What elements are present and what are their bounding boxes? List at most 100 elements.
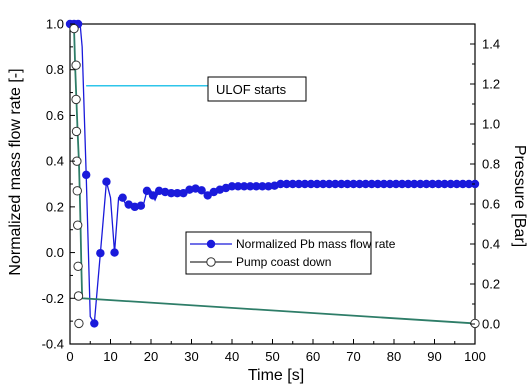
series-pb-flow-line [70,23,475,326]
y-right-tick-label: 1.0 [482,117,500,132]
series-pb-flow-marker [410,179,419,189]
series-pb-flow-marker [379,179,389,189]
annotation-text: ULOF starts [216,82,287,97]
series-pb-flow-marker [343,179,352,189]
series-pb-flow-marker [142,186,152,196]
series-pb-flow-marker [239,182,249,191]
series-pb-flow-marker [148,191,158,200]
series-pb-flow-marker [325,179,334,189]
y-right-tick-label: 1.4 [482,37,500,52]
series-pb-flow-marker [397,179,407,189]
x-tick-label: 0 [66,349,73,364]
y-axis-right-title: Pressure [Bar] [511,145,528,247]
y-left-tick-label: 0.6 [46,108,64,123]
y-left-tick-label: -0.2 [42,291,64,306]
x-tick-label: 100 [464,349,486,364]
y-right-tick-label: 0.0 [482,317,500,332]
series-pb-flow-marker [349,179,358,189]
series-pb-flow-marker [452,179,461,189]
series-pb-flow-marker [110,248,119,257]
series-pb-flow-marker [258,182,267,191]
x-tick-label: 20 [144,349,158,364]
y-left-tick-label: 0.4 [46,154,64,169]
series-pump-coast-marker [72,220,83,230]
x-tick-label: 30 [184,349,198,364]
series-pump-coast-marker [71,94,81,105]
annotation-box [207,76,307,102]
series-pb-flow-marker [282,179,291,189]
series-pump-coast-marker [470,318,480,329]
series-pb-flow-marker [361,179,370,189]
series-pb-flow-marker [337,179,346,189]
x-tick-label: 70 [346,349,360,364]
y-right-tick-label: 0.2 [482,277,500,292]
x-tick-label: 60 [306,349,320,364]
series-pump-coast-marker [71,126,82,137]
series-pb-flow-marker [428,179,437,189]
legend-pump-coast-marker [206,257,216,267]
series-pb-flow-marker [197,186,206,195]
series-pump-coast-marker [69,23,79,34]
series-pb-flow-marker [306,179,316,189]
series-pb-flow-marker [167,188,176,198]
x-tick-label: 50 [265,349,279,364]
series-pb-flow-marker [440,179,449,189]
series-pump-coast-marker [71,60,81,70]
series-pb-flow-marker [90,319,99,328]
series-pb-flow-marker [252,182,261,191]
x-tick-label: 80 [387,349,401,364]
series-pb-flow-marker [355,179,364,189]
y-right-tick-label: 0.4 [482,237,500,252]
legend-box [185,231,372,275]
y-left-tick-label: 0.0 [46,245,64,260]
series-pb-flow-marker [458,179,468,189]
series-pb-flow-marker [464,179,474,189]
series-pump-coast-marker [72,186,82,196]
series-pb-flow-marker [96,248,105,258]
series-pump-coast-marker [73,261,83,271]
series-pb-flow-marker [367,179,376,189]
x-axis-title: Time [s] [248,367,304,384]
x-tick-label: 90 [427,349,441,364]
series-pb-flow-marker [416,179,425,189]
y-left-tick-label: -0.4 [42,337,64,352]
y-right-tick-label: 0.8 [482,157,500,172]
x-tick-label: 40 [225,349,239,364]
series-pb-flow-marker [403,179,413,189]
series-pb-flow-marker [233,182,243,191]
y-right-tick-label: 1.2 [482,77,500,92]
series-pb-flow-marker [227,182,237,191]
y-left-tick-label: 1.0 [46,17,64,32]
series-pb-flow-marker [136,201,146,210]
series-pb-flow-marker [422,179,431,189]
series-pb-flow-marker [264,182,273,191]
series-pb-flow-marker [331,179,340,189]
series-pb-flow-marker [294,179,304,189]
series-pb-flow-marker [391,179,401,189]
series-pump-coast-marker [74,318,84,329]
series-pb-flow-marker [385,179,395,189]
legend-pb-flow-label: Normalized Pb mass flow rate [236,237,396,251]
series-pb-flow-marker [288,179,297,189]
y-right-tick-label: 0.6 [482,197,500,212]
series-pb-flow-marker [434,179,443,189]
legend-pump-coast-label: Pump coast down [236,255,331,269]
y-axis-left-title: Normalized mass flow rate [-] [7,68,24,275]
legend-pb-flow-marker [206,239,216,249]
series-pb-flow-marker [82,170,91,180]
y-left-tick-label: 0.8 [46,62,64,77]
series-pb-flow-marker [246,182,255,191]
series-pb-flow-marker [118,193,127,202]
series-pb-flow-marker [312,179,322,189]
y-left-tick-label: 0.2 [46,199,64,214]
series-pb-flow-marker [446,179,455,189]
x-tick-label: 10 [103,349,117,364]
series-pump-coast-line [71,23,476,325]
series-pb-flow-marker [300,179,310,189]
series-pb-flow-marker [102,177,111,186]
series-pb-flow-marker [318,179,328,189]
series-pb-flow-marker [373,179,382,189]
series-pb-flow-marker [173,188,182,198]
series-pump-coast-marker [73,291,84,301]
